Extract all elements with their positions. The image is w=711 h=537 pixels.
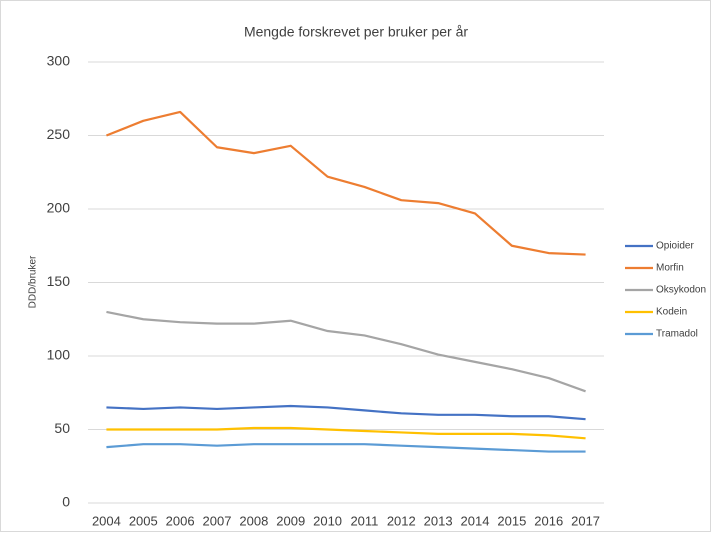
y-tick-label: 100 (47, 347, 71, 363)
y-tick-label: 150 (47, 273, 71, 289)
x-tick-label: 2010 (313, 513, 342, 528)
x-tick-label: 2017 (571, 513, 600, 528)
x-tick-label: 2008 (239, 513, 268, 528)
legend-label: Oksykodon (656, 285, 706, 296)
y-tick-label: 250 (47, 126, 71, 142)
series-line (106, 404, 586, 421)
y-tick-label: 0 (62, 494, 70, 510)
legend-label: Morfin (656, 263, 684, 274)
series-line (106, 110, 586, 256)
x-tick-label: 2013 (424, 513, 453, 528)
x-tick-label: 2015 (497, 513, 526, 528)
x-tick-label: 2012 (387, 513, 416, 528)
x-tick-label: 2014 (461, 513, 490, 528)
y-axis-label: DDD/bruker (28, 255, 39, 308)
legend-label: Kodein (656, 307, 687, 318)
x-tick-label: 2006 (166, 513, 195, 528)
series-line (106, 310, 586, 393)
x-tick-label: 2009 (276, 513, 305, 528)
y-tick-label: 300 (47, 53, 71, 69)
y-tick-label: 50 (54, 420, 70, 436)
x-tick-label: 2011 (350, 513, 378, 528)
series-line (106, 443, 586, 453)
chart-title: Mengde forskrevet per bruker per år (244, 24, 468, 40)
x-tick-label: 2005 (129, 513, 158, 528)
x-tick-label: 2004 (92, 513, 121, 528)
x-tick-label: 2007 (203, 513, 232, 528)
legend-label: Opioider (656, 241, 694, 252)
x-tick-label: 2016 (534, 513, 563, 528)
y-tick-label: 200 (47, 200, 71, 216)
series-line (106, 426, 586, 440)
legend-label: Tramadol (656, 329, 698, 340)
